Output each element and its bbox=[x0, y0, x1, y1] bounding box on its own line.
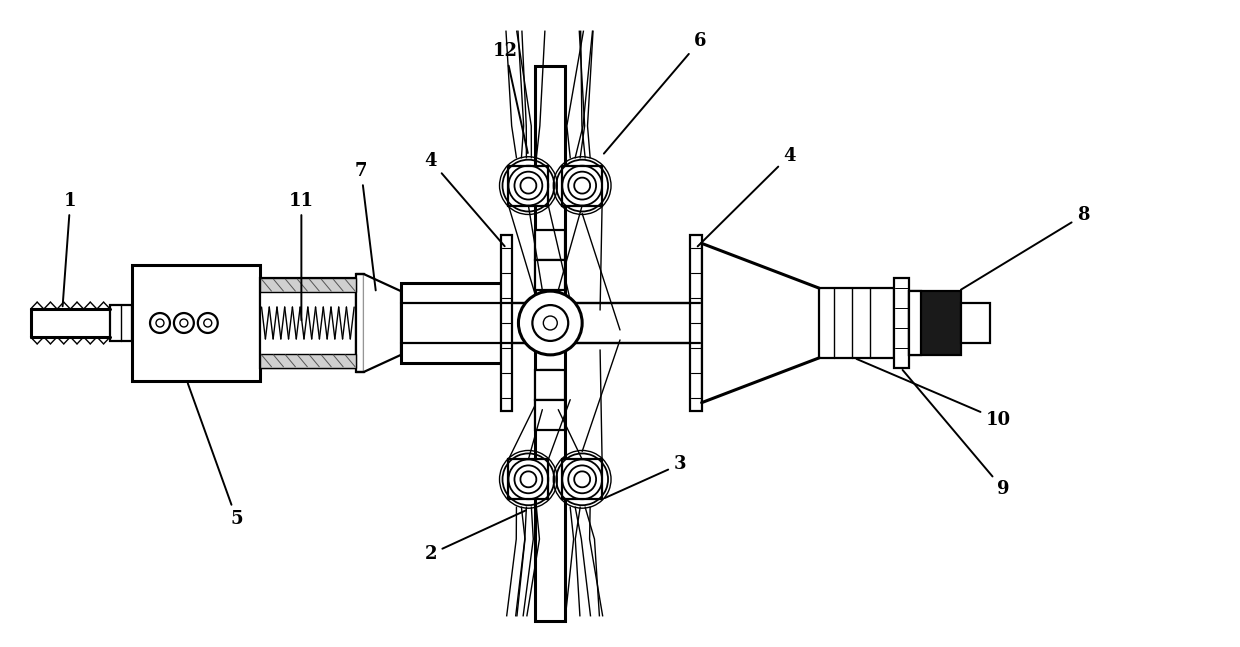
Bar bbox=[562, 459, 603, 499]
Circle shape bbox=[543, 316, 557, 330]
Bar bbox=[133, 265, 259, 380]
Bar bbox=[961, 303, 991, 343]
Bar bbox=[110, 305, 133, 341]
Bar bbox=[401, 303, 699, 343]
Circle shape bbox=[518, 291, 582, 355]
Bar bbox=[562, 166, 603, 206]
Polygon shape bbox=[702, 243, 820, 402]
Polygon shape bbox=[365, 274, 401, 372]
Text: 10: 10 bbox=[857, 359, 1011, 428]
Text: 11: 11 bbox=[289, 192, 314, 320]
Text: 9: 9 bbox=[903, 370, 1009, 498]
Bar bbox=[909, 291, 921, 355]
Bar bbox=[536, 260, 565, 290]
Bar bbox=[536, 400, 565, 430]
Text: 6: 6 bbox=[604, 32, 706, 153]
Bar bbox=[508, 166, 548, 206]
Bar bbox=[894, 278, 909, 367]
Circle shape bbox=[150, 313, 170, 333]
Bar bbox=[542, 370, 559, 410]
Text: 1: 1 bbox=[62, 192, 77, 306]
Bar bbox=[820, 288, 894, 358]
Bar bbox=[536, 230, 565, 260]
Circle shape bbox=[203, 319, 212, 327]
Circle shape bbox=[174, 313, 193, 333]
Bar bbox=[909, 291, 961, 355]
Text: 2: 2 bbox=[424, 510, 526, 563]
Bar bbox=[536, 370, 565, 400]
Text: 3: 3 bbox=[605, 455, 686, 498]
Bar bbox=[259, 278, 356, 292]
Text: 4: 4 bbox=[424, 151, 505, 247]
Bar bbox=[689, 236, 702, 411]
Bar bbox=[501, 236, 512, 411]
Bar bbox=[542, 290, 559, 330]
Text: 12: 12 bbox=[494, 42, 528, 153]
Circle shape bbox=[156, 319, 164, 327]
Text: 8: 8 bbox=[961, 206, 1089, 290]
Bar bbox=[508, 459, 548, 499]
Circle shape bbox=[180, 319, 188, 327]
Bar bbox=[259, 354, 356, 367]
Circle shape bbox=[532, 305, 568, 341]
Bar bbox=[259, 278, 356, 367]
Bar bbox=[356, 274, 365, 372]
Text: 5: 5 bbox=[187, 384, 243, 528]
Text: 7: 7 bbox=[355, 162, 376, 291]
Circle shape bbox=[198, 313, 218, 333]
Text: 4: 4 bbox=[698, 147, 796, 247]
Bar bbox=[536, 66, 565, 620]
Bar bbox=[401, 283, 501, 363]
